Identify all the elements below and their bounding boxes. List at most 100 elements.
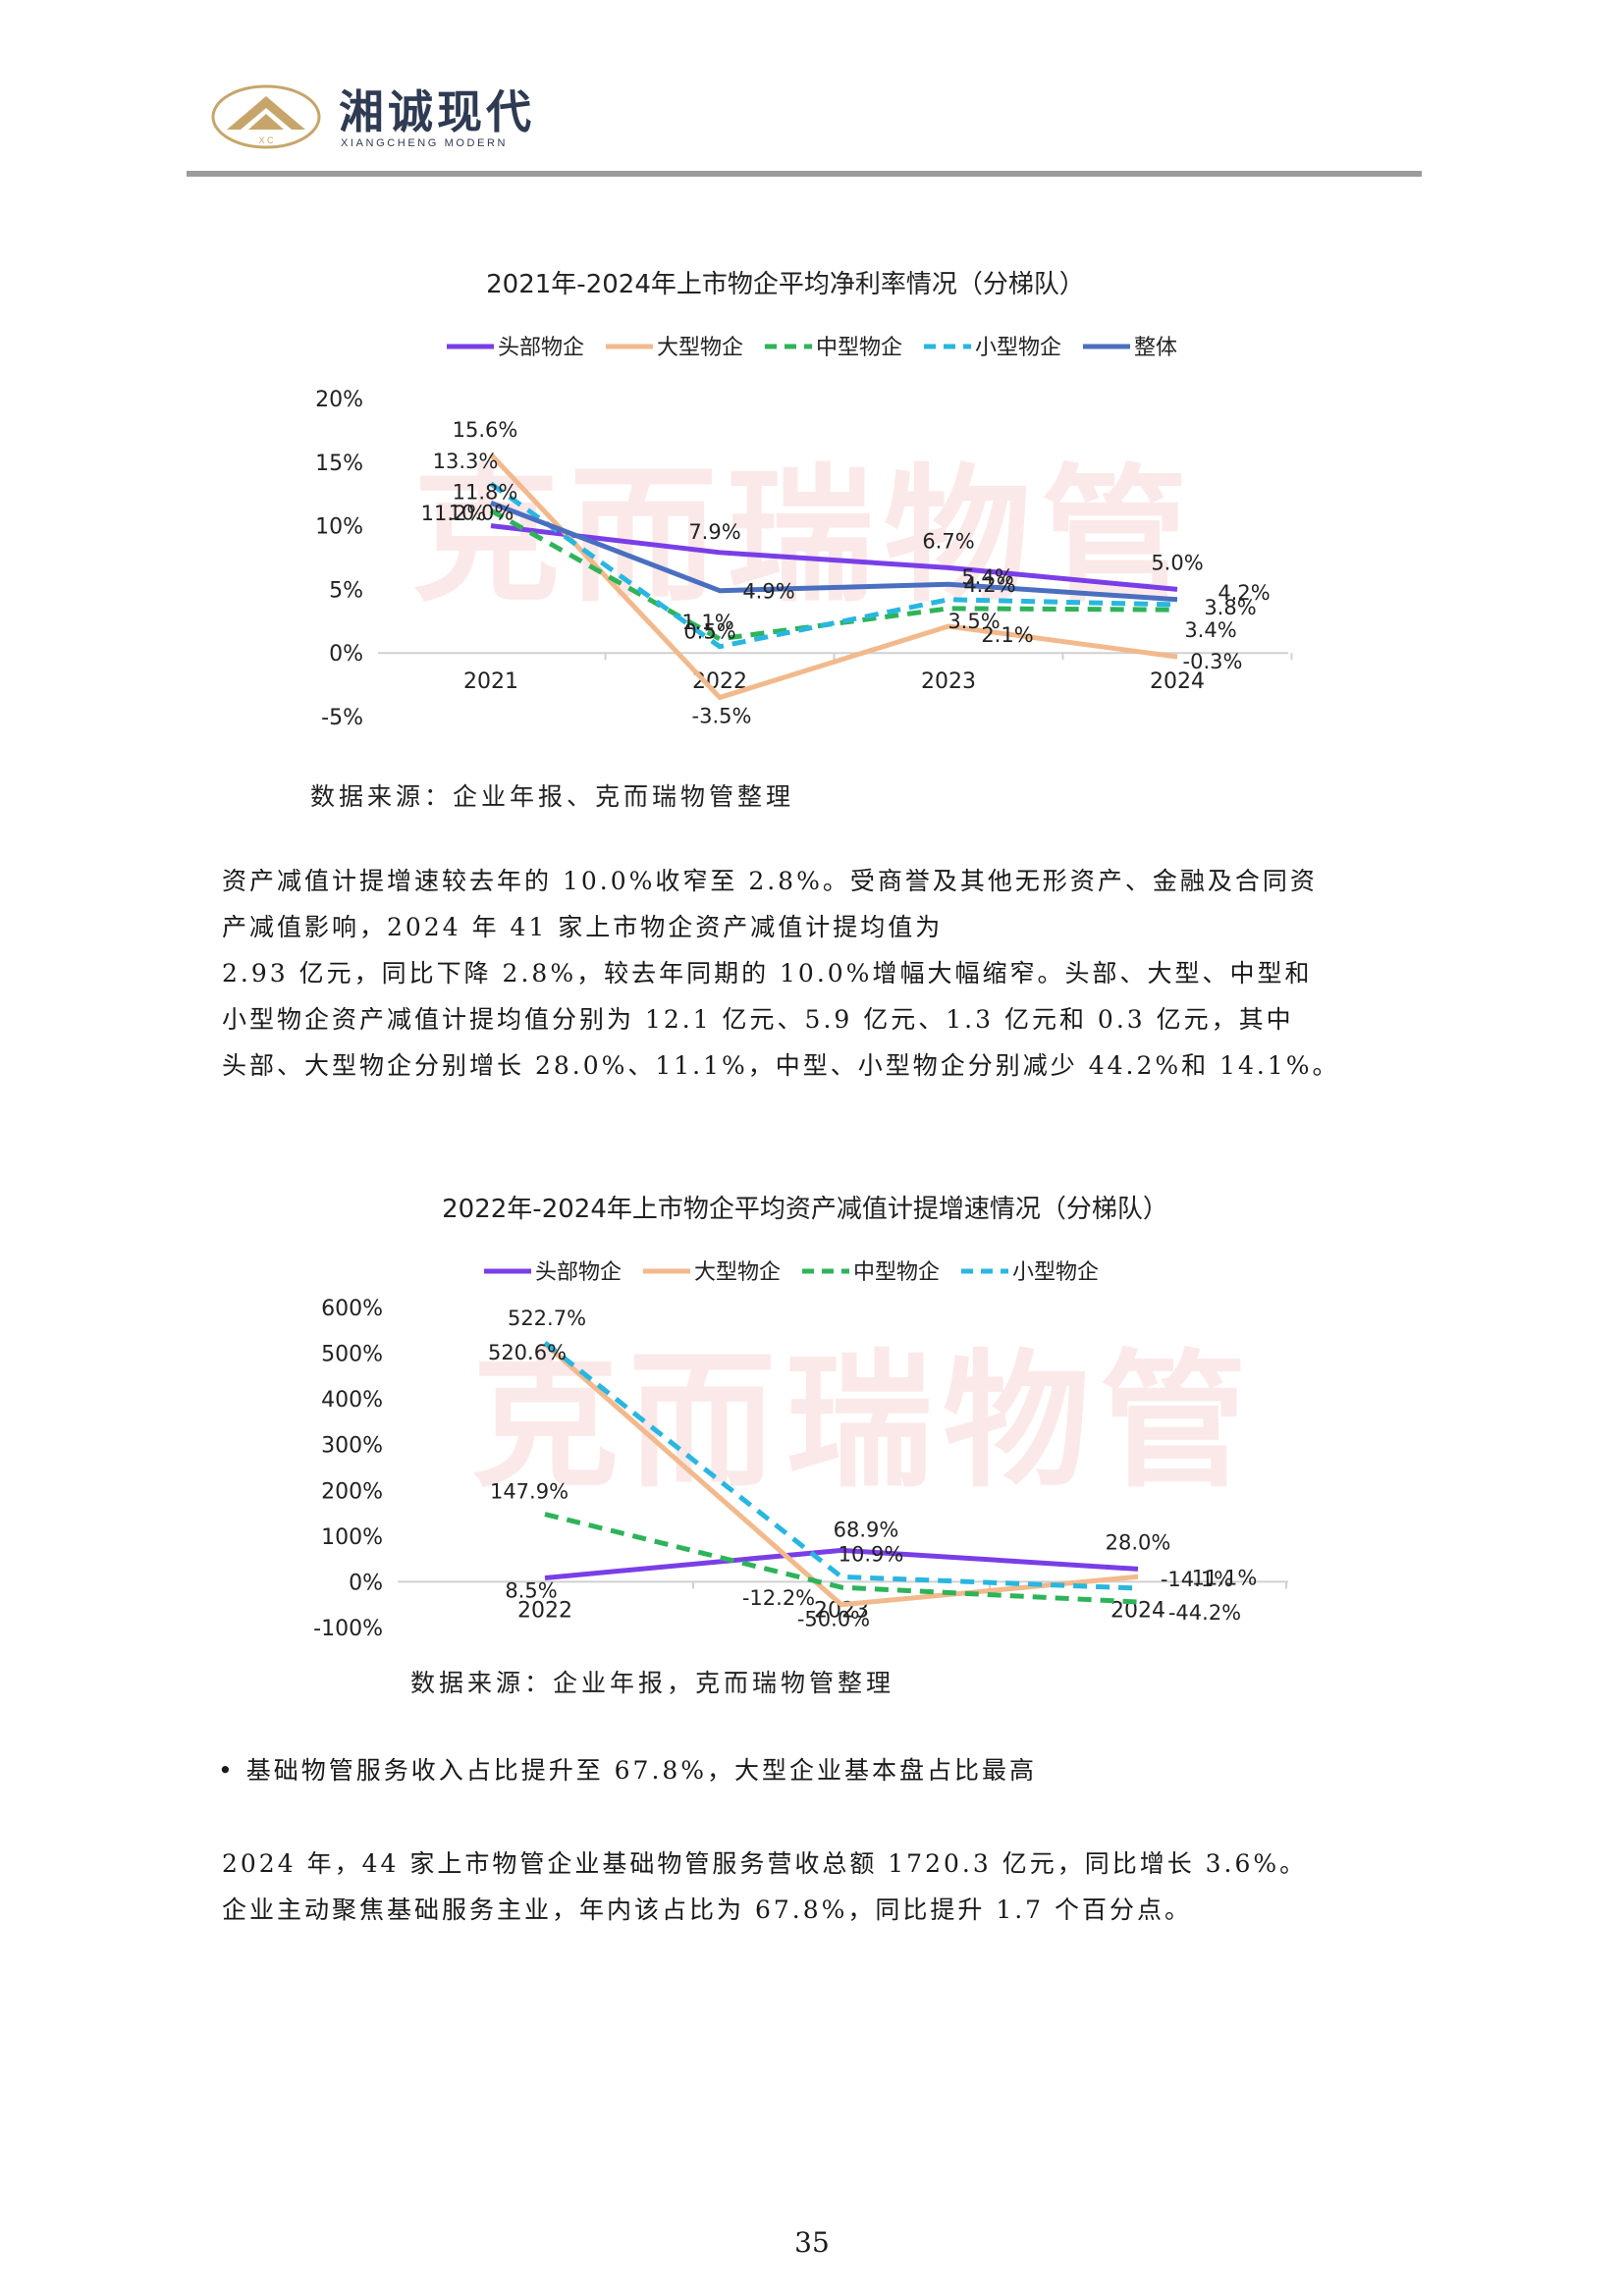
x-tick-label: 2022 [517, 1598, 572, 1623]
data-label: 13.3% [433, 450, 499, 473]
data-label: 6.7% [922, 529, 974, 553]
legend-label: 头部物企 [498, 336, 584, 360]
legend-label: 头部物企 [535, 1260, 622, 1285]
chart1-source: 数据来源：企业年报、克而瑞物管整理 [310, 782, 795, 811]
y-tick-label: -100% [313, 1617, 383, 1641]
data-label: 11.8% [453, 480, 518, 504]
data-label: 520.6% [488, 1341, 567, 1364]
data-label: 15.6% [453, 418, 518, 442]
y-tick-label: 0% [349, 1571, 383, 1595]
x-tick-label: 2024 [1150, 669, 1205, 694]
data-label: 68.9% [834, 1518, 899, 1541]
legend-item: 小型物企 [924, 336, 1061, 360]
y-tick-label: 100% [321, 1525, 383, 1550]
y-tick-label: -5% [321, 706, 363, 730]
data-label: 3.4% [1184, 618, 1236, 642]
company-logo-icon: X C [211, 84, 321, 149]
y-tick-label: 500% [321, 1343, 383, 1367]
legend-item: 大型物企 [643, 1260, 781, 1285]
impairment-paragraph: 资产减值计提增速较去年的 10.0%收窄至 2.8%。受商誉及其他无形资产、金融… [222, 858, 1410, 1089]
data-label: 5.0% [1151, 551, 1203, 574]
legend-item: 中型物企 [802, 1260, 940, 1285]
data-label: 11.2% [421, 502, 487, 525]
series-line [544, 1547, 1139, 1580]
data-label: 3.5% [947, 610, 1000, 633]
data-label: 2.1% [981, 623, 1033, 647]
legend-label: 小型物企 [975, 336, 1061, 360]
data-label: 7.9% [688, 520, 740, 544]
series-line [490, 523, 1178, 592]
data-label: -3.5% [692, 705, 752, 728]
x-tick-label: 2024 [1110, 1598, 1165, 1623]
data-label: 147.9% [490, 1480, 568, 1504]
legend-item: 小型物企 [961, 1260, 1099, 1285]
legend-item: 头部物企 [447, 336, 584, 360]
y-tick-label: 300% [321, 1434, 383, 1459]
page-number: 35 [794, 2226, 830, 2259]
chart2-source: 数据来源：企业年报，克而瑞物管整理 [410, 1669, 895, 1697]
legend-label: 大型物企 [694, 1260, 781, 1285]
chart2-svg: 克而瑞物管 2022年-2024年上市物企平均资产减值计提增速情况（分梯队） 头部物… [313, 1195, 1288, 1641]
logo-initials: X C [258, 135, 274, 145]
section-bullet: • 基础物管服务收入占比提升至 67.8%，大型企业基本盘占比最高 [218, 1756, 1038, 1785]
impairment-growth-chart: 克而瑞物管 2022年-2024年上市物企平均资产减值计提增速情况（分梯队） 头部物… [295, 1188, 1316, 1669]
series-line [489, 453, 1178, 701]
y-tick-label: 5% [329, 578, 363, 603]
watermark-text: 克而瑞物管 [471, 1337, 1257, 1508]
paragraph-line: 头部、大型物企分别增长 28.0%、11.1%，中型、小型物企分别减少 44.2… [222, 1051, 1340, 1080]
legend-item: 头部物企 [484, 1260, 622, 1285]
data-label: 10.0% [449, 502, 514, 525]
watermark-text: 克而瑞物管 [412, 452, 1198, 622]
x-tick-label: 2023 [921, 669, 976, 694]
series-line [490, 500, 1178, 603]
y-tick-label: 10% [315, 515, 363, 540]
basic-service-paragraph: 2024 年，44 家上市物管企业基础物管服务营收总额 1720.3 亿元，同比… [222, 1841, 1410, 1933]
y-tick-label: 20% [315, 388, 363, 412]
y-tick-label: 200% [321, 1479, 383, 1504]
header-divider [187, 171, 1422, 177]
series-line [544, 1512, 1139, 1605]
legend-label: 中型物企 [816, 336, 902, 360]
data-label: -0.3% [1183, 650, 1243, 673]
paragraph-line: 资产减值计提增速较去年的 10.0%收窄至 2.8%。受商誉及其他无形资产、金融… [222, 867, 1318, 895]
data-label: -12.2% [742, 1586, 815, 1610]
data-label: 28.0% [1106, 1530, 1171, 1554]
legend-label: 小型物企 [1012, 1260, 1099, 1285]
series-line [489, 481, 1178, 650]
chart1-svg: 克而瑞物管 2021年-2024年上市物企平均净利率情况（分梯队） 头部物企 大型物企… [315, 270, 1293, 730]
legend-item: 大型物企 [606, 336, 743, 360]
data-label: -44.2% [1168, 1601, 1241, 1625]
data-label: -14.1% [1161, 1568, 1233, 1591]
y-tick-label: 0% [329, 642, 363, 667]
paragraph-line: 2.93 亿元，同比下降 2.8%，较去年同期的 10.0%增幅大幅缩窄。头部、… [222, 959, 1313, 988]
paragraph-line: 企业主动聚焦基础服务主业，年内该占比为 67.8%，同比提升 1.7 个百分点。 [222, 1896, 1193, 1924]
data-label: 4.9% [742, 580, 794, 604]
legend-item: 整体 [1083, 336, 1177, 360]
data-label: 5.4% [961, 565, 1013, 589]
data-label: 522.7% [508, 1307, 586, 1330]
series-line [543, 1341, 1139, 1591]
data-label: 3.8% [1204, 596, 1256, 619]
legend-label: 整体 [1134, 336, 1177, 360]
data-label: 10.9% [839, 1542, 904, 1566]
chart-title: 2022年-2024年上市物企平均资产减值计提增速情况（分梯队） [442, 1195, 1168, 1224]
y-tick-label: 15% [315, 452, 363, 476]
paragraph-line: 2024 年，44 家上市物管企业基础物管服务营收总额 1720.3 亿元，同比… [222, 1849, 1308, 1878]
chart-title: 2021年-2024年上市物企平均净利率情况（分梯队） [486, 270, 1085, 299]
data-label: 8.5% [505, 1578, 557, 1602]
data-label: 1.1% [681, 611, 733, 634]
data-label: 11.1% [1192, 1566, 1258, 1589]
data-label: -50.0% [797, 1608, 870, 1631]
paragraph-line: 产减值影响，2024 年 41 家上市物企资产减值计提均值为 [222, 913, 944, 941]
x-tick-label: 2021 [463, 669, 518, 694]
page-header: X C 湘诚现代 XIANGCHENG MODERN [211, 84, 535, 153]
data-label: 4.2% [1218, 581, 1270, 605]
y-tick-label: 600% [321, 1297, 383, 1321]
company-name: 湘诚现代 [339, 85, 535, 138]
paragraph-line: 小型物企资产减值计提均值分别为 12.1 亿元、5.9 亿元、1.3 亿元和 0… [222, 1005, 1294, 1034]
legend-item: 中型物企 [765, 336, 902, 360]
data-label: 0.5% [683, 620, 735, 644]
net-profit-chart: 克而瑞物管 2021年-2024年上市物企平均净利率情况（分梯队） 头部物企 大型物企… [295, 263, 1316, 744]
data-label: 4.2% [963, 573, 1015, 597]
legend-label: 中型物企 [853, 1260, 940, 1285]
